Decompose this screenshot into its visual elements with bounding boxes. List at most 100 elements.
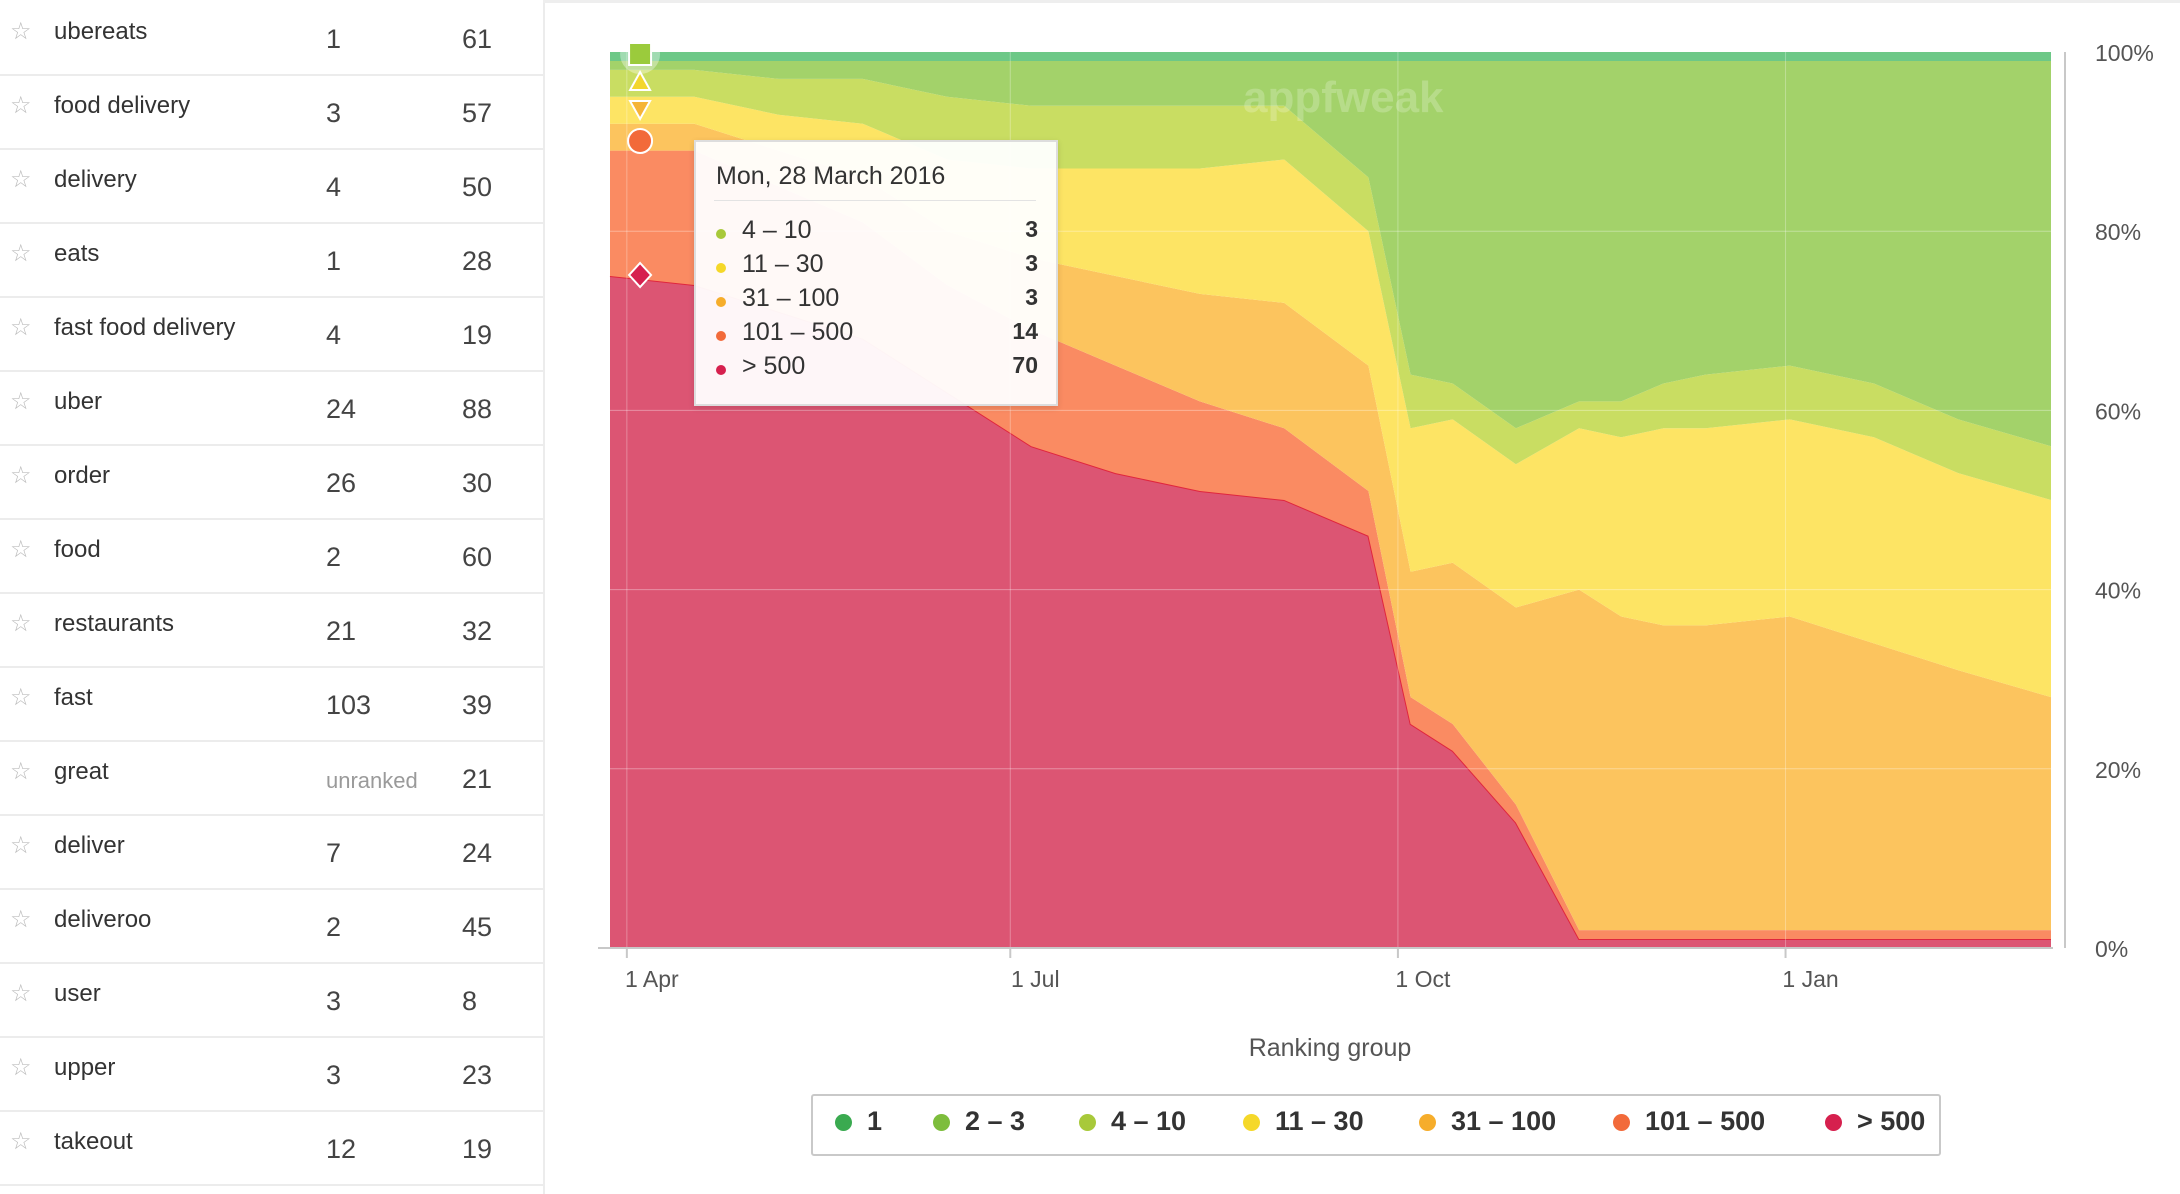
- keyword-rank: 1: [326, 246, 342, 276]
- y-axis-ticks: 0% 20% 40% 60% 80% 100%: [2095, 40, 2154, 962]
- keyword-score: 28: [462, 246, 493, 276]
- keyword-row[interactable]: ☆ eats 1 28: [0, 222, 543, 298]
- keyword-name: restaurants: [54, 610, 175, 637]
- keyword-name: great: [54, 758, 109, 785]
- y-tick-label: 100%: [2095, 40, 2154, 66]
- keyword-row[interactable]: ☆ takeout 12 19: [0, 1110, 543, 1186]
- star-icon[interactable]: ☆: [10, 610, 32, 637]
- keyword-row[interactable]: ☆ restaurants 21 32: [0, 592, 543, 668]
- keyword-row[interactable]: ☆ ubereats 1 61: [0, 0, 543, 76]
- top-divider: [543, 0, 2180, 3]
- keyword-score: 19: [462, 320, 493, 350]
- keyword-rank: 1: [326, 24, 342, 54]
- tooltip-value: 3: [1025, 216, 1038, 242]
- keyword-rank: 3: [326, 1060, 342, 1090]
- keyword-row[interactable]: ☆ user 3 8: [0, 962, 543, 1038]
- tooltip-value: 3: [1025, 284, 1038, 310]
- keyword-rank: 24: [326, 394, 357, 424]
- keyword-name: food: [54, 536, 101, 563]
- series-dot-icon: [716, 365, 726, 375]
- keyword-row[interactable]: ☆ deliveroo 2 45: [0, 888, 543, 964]
- keyword-row[interactable]: ☆ order 26 30: [0, 444, 543, 520]
- tooltip-row: 101 – 500 14: [716, 318, 1038, 352]
- keyword-name: order: [54, 462, 111, 489]
- keyword-score: 32: [462, 616, 493, 646]
- y-tick-label: 20%: [2095, 757, 2141, 783]
- series-dot-icon: [716, 229, 726, 239]
- marker-square-icon: [628, 42, 653, 66]
- star-icon[interactable]: ☆: [10, 388, 32, 415]
- tooltip-row: 11 – 30 3: [716, 250, 1038, 284]
- star-icon[interactable]: ☆: [10, 536, 32, 563]
- x-axis-title: Ranking group: [1249, 1034, 1412, 1062]
- legend-label: 11 – 30: [1275, 1106, 1364, 1136]
- keyword-score: 19: [462, 1134, 493, 1164]
- series-dot-icon: [716, 331, 726, 341]
- hover-markers: [620, 34, 661, 289]
- keyword-score: 23: [462, 1060, 493, 1090]
- keyword-row[interactable]: ☆ deliver 7 24: [0, 814, 543, 890]
- star-icon[interactable]: ☆: [10, 758, 32, 785]
- x-tick-label: 1 Jul: [1011, 966, 1060, 992]
- area-series-2-3: [610, 61, 2051, 447]
- keyword-row[interactable]: ☆ delivery 4 50: [0, 148, 543, 224]
- keyword-name: eats: [54, 240, 100, 267]
- legend-dot-icon: [1243, 1114, 1260, 1131]
- keyword-row[interactable]: ☆ fast food delivery 4 19: [0, 296, 543, 372]
- area-series-1: [610, 52, 2051, 61]
- area-series-500: [610, 276, 2051, 948]
- keyword-name: deliveroo: [54, 906, 152, 933]
- star-icon[interactable]: ☆: [10, 832, 32, 859]
- keyword-name: uber: [54, 388, 103, 415]
- tooltip-label: > 500: [742, 352, 806, 380]
- tooltip-value: 14: [1012, 318, 1038, 344]
- keyword-name: fast food delivery: [54, 314, 236, 341]
- keyword-row[interactable]: ☆ uber 24 88: [0, 370, 543, 446]
- keyword-score: 39: [462, 690, 493, 720]
- keyword-row[interactable]: ☆ fast 103 39: [0, 666, 543, 742]
- star-icon[interactable]: ☆: [10, 18, 32, 45]
- keyword-row[interactable]: ☆ food 2 60: [0, 518, 543, 594]
- tooltip-row: 4 – 10 3: [716, 216, 1038, 250]
- area-series-11-30: [610, 96, 2051, 698]
- keyword-row[interactable]: ☆ upper 3 23: [0, 1036, 543, 1112]
- star-icon[interactable]: ☆: [10, 1054, 32, 1081]
- keyword-name: fast: [54, 684, 93, 711]
- y-tick-label: 40%: [2095, 578, 2141, 604]
- keyword-name: takeout: [54, 1128, 133, 1155]
- star-icon[interactable]: ☆: [10, 906, 32, 933]
- y-tick-label: 0%: [2095, 936, 2128, 962]
- tooltip-divider: [714, 200, 1036, 201]
- series-dot-icon: [716, 297, 726, 307]
- keyword-score: 88: [462, 394, 493, 424]
- star-icon[interactable]: ☆: [10, 240, 32, 267]
- keyword-row[interactable]: ☆ food delivery 3 57: [0, 74, 543, 150]
- tooltip-label: 101 – 500: [742, 318, 854, 346]
- legend-dot-icon: [1079, 1114, 1096, 1131]
- keyword-score: 30: [462, 468, 493, 498]
- legend-label: 101 – 500: [1645, 1106, 1766, 1136]
- keyword-score: 24: [462, 838, 493, 868]
- star-icon[interactable]: ☆: [10, 980, 32, 1007]
- keyword-name: user: [54, 980, 101, 1007]
- star-icon[interactable]: ☆: [10, 1128, 32, 1155]
- star-icon[interactable]: ☆: [10, 166, 32, 193]
- keyword-rank: 7: [326, 838, 342, 868]
- keyword-rank: 3: [326, 98, 342, 128]
- legend-label: > 500: [1857, 1106, 1926, 1136]
- keyword-list: ☆ ubereats 1 61 ☆ food delivery 3 57 ☆ d…: [0, 0, 545, 1194]
- star-icon[interactable]: ☆: [10, 684, 32, 711]
- series-dot-icon: [716, 263, 726, 273]
- keyword-rank: 3: [326, 986, 342, 1016]
- legend-dot-icon: [1825, 1114, 1842, 1131]
- star-icon[interactable]: ☆: [10, 462, 32, 489]
- tooltip-label: 4 – 10: [742, 216, 812, 244]
- keyword-rank: 4: [326, 172, 342, 202]
- keyword-score: 8: [462, 986, 478, 1016]
- x-tick-label: 1 Oct: [1395, 966, 1451, 992]
- star-icon[interactable]: ☆: [10, 314, 32, 341]
- keyword-score: 21: [462, 764, 493, 794]
- star-icon[interactable]: ☆: [10, 92, 32, 119]
- keyword-row[interactable]: ☆ great unranked 21: [0, 740, 543, 816]
- keyword-name: upper: [54, 1054, 116, 1081]
